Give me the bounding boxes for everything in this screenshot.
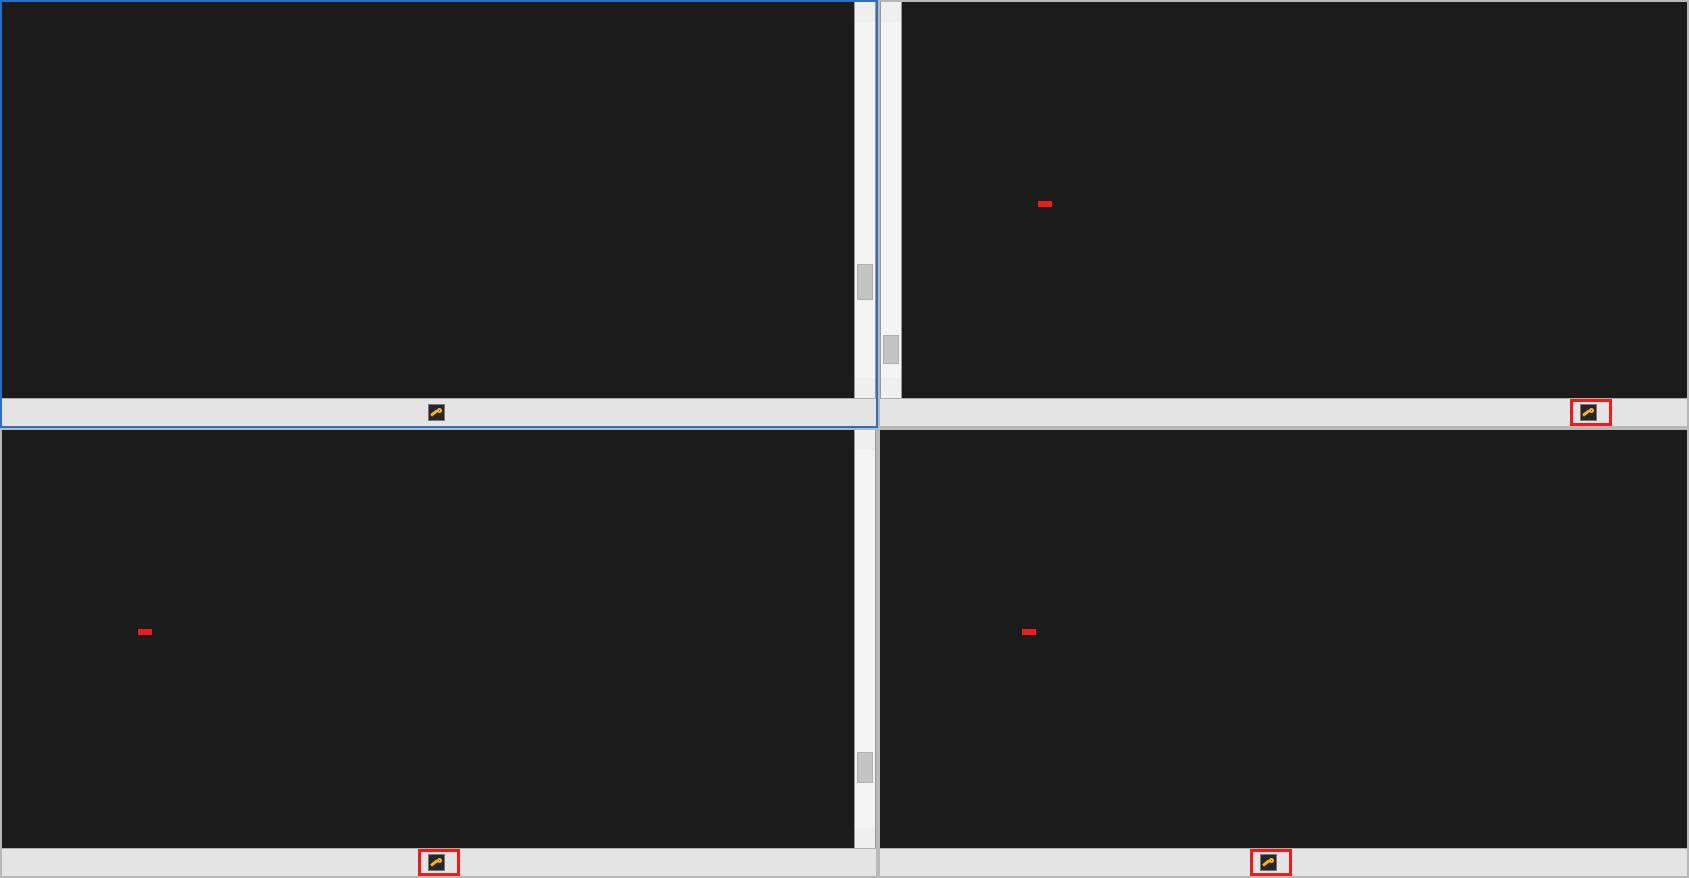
spacer bbox=[12, 540, 152, 560]
key-icon bbox=[428, 854, 445, 871]
scroll-down-icon[interactable] bbox=[855, 828, 875, 848]
scroll-thumb[interactable] bbox=[857, 752, 873, 783]
config-output bbox=[2, 2, 854, 6]
scroll-up-icon[interactable] bbox=[855, 430, 875, 450]
scrollbar-config[interactable] bbox=[854, 2, 876, 398]
scroll-track[interactable] bbox=[881, 22, 901, 378]
terminal-text-s1[interactable] bbox=[902, 2, 1687, 398]
tabbar-bottom-left[interactable] bbox=[2, 848, 876, 876]
port-highlight-box bbox=[1037, 201, 1052, 207]
tabbar-top-right[interactable] bbox=[880, 398, 1687, 426]
redis-splash-s1 bbox=[902, 2, 1687, 398]
port-highlight-box bbox=[1021, 629, 1036, 635]
redis-splash-s3 bbox=[886, 430, 1687, 848]
terminal-text-s2[interactable] bbox=[2, 430, 854, 848]
tabbar-top-left[interactable] bbox=[2, 398, 876, 426]
scroll-track[interactable] bbox=[855, 22, 875, 378]
pane-sentinel-s2[interactable] bbox=[0, 428, 878, 878]
port-highlight-box bbox=[137, 629, 152, 635]
tab-s2[interactable] bbox=[418, 849, 460, 876]
scroll-thumb[interactable] bbox=[883, 335, 899, 364]
key-icon bbox=[428, 404, 445, 421]
key-icon bbox=[1580, 404, 1597, 421]
terminal-text-config[interactable] bbox=[2, 2, 854, 398]
scroll-track[interactable] bbox=[855, 450, 875, 828]
redis-splash-s2 bbox=[2, 430, 854, 848]
scroll-up-icon[interactable] bbox=[855, 2, 875, 22]
spacer bbox=[896, 540, 1036, 560]
pane-config-terminal[interactable] bbox=[0, 0, 878, 428]
terminal-viewport-s1[interactable] bbox=[880, 2, 1687, 398]
scroll-thumb[interactable] bbox=[857, 264, 873, 300]
terminal-viewport-s2[interactable] bbox=[2, 430, 876, 848]
scroll-up-icon[interactable] bbox=[881, 2, 901, 22]
scroll-down-icon[interactable] bbox=[855, 378, 875, 398]
redis-info-block bbox=[12, 480, 152, 762]
scroll-down-icon[interactable] bbox=[881, 378, 901, 398]
pane-sentinel-s3[interactable] bbox=[878, 428, 1689, 878]
redis-info-block bbox=[912, 52, 1052, 334]
scrollbar-s2[interactable] bbox=[854, 430, 876, 848]
spacer bbox=[912, 112, 1052, 132]
terminal-viewport-config[interactable] bbox=[2, 2, 876, 398]
tab-s3[interactable] bbox=[1250, 849, 1292, 876]
pane-sentinel-s1[interactable] bbox=[878, 0, 1689, 428]
tabbar-bottom-right[interactable] bbox=[880, 848, 1687, 876]
key-icon bbox=[1260, 854, 1277, 871]
terminal-viewport-s3[interactable] bbox=[880, 430, 1687, 848]
scrollbar-s1[interactable] bbox=[880, 2, 902, 398]
terminal-text-s3[interactable] bbox=[880, 430, 1687, 848]
tab-192-168-150-101-root[interactable] bbox=[421, 402, 457, 423]
redis-info-block bbox=[896, 480, 1036, 762]
tab-s1[interactable] bbox=[1570, 399, 1612, 426]
